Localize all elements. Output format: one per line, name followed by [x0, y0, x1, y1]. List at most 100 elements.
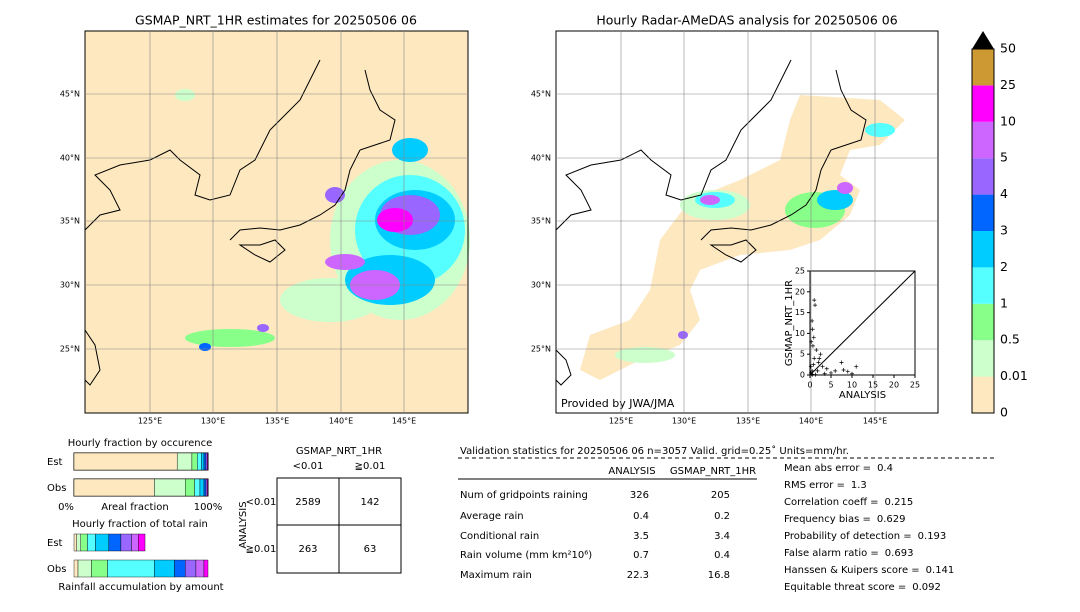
- stat-value: 0.4: [714, 550, 730, 561]
- fraction-segment: [120, 533, 132, 552]
- scatter-point: [811, 335, 816, 340]
- scatter-point: [815, 368, 820, 373]
- lon-label: 125°E: [609, 417, 633, 426]
- lat-label: 25°N: [531, 345, 551, 354]
- score-label: Correlation coeff =: [784, 497, 879, 508]
- score-label: False alarm ratio =: [784, 548, 879, 559]
- stat-label: Rain volume (mm km²10⁶): [460, 550, 592, 561]
- col-header: GSMAP_NRT_1HR: [670, 466, 756, 477]
- col-header: ANALYSIS: [608, 466, 655, 477]
- lon-label: 145°E: [392, 417, 416, 426]
- fraction-segment: [76, 533, 81, 552]
- colorbar-label: 25: [1000, 77, 1016, 92]
- x-axis-label: ANALYSIS: [839, 390, 886, 401]
- scatter-point: [850, 371, 854, 376]
- colorbar-swatch: [972, 49, 994, 86]
- fraction-segment: [191, 452, 198, 471]
- lon-label: 135°E: [265, 417, 289, 426]
- scatter-point: [824, 366, 829, 371]
- fraction-segment: [195, 559, 205, 578]
- colorbar-swatch: [972, 303, 994, 341]
- panel-title: Hourly fraction by occurence: [68, 438, 212, 449]
- scatter-point: [829, 370, 833, 375]
- stat-value: 0.7: [633, 550, 649, 561]
- lon-label: 140°E: [329, 417, 353, 426]
- fraction-segment: [185, 478, 195, 497]
- fraction-segment: [203, 452, 207, 471]
- credit: Provided by JWA/JMA: [561, 397, 675, 410]
- fraction-segment: [174, 559, 186, 578]
- fraction-segment: [80, 533, 88, 552]
- map-frame: [84, 30, 469, 414]
- table-title: GSMAP_NRT_1HR: [296, 446, 382, 457]
- lat-label: 25°N: [60, 345, 80, 354]
- fraction-segment: [199, 478, 205, 497]
- scatter-point: [810, 318, 815, 323]
- score-value: 0.092: [912, 582, 941, 593]
- scatter-point: [833, 368, 838, 373]
- stats-header: Validation statistics for 20250506 06 n=…: [460, 445, 849, 457]
- row-title: ANALYSIS: [238, 501, 249, 548]
- map-title: Hourly Radar-AMeDAS analysis for 2025050…: [596, 13, 897, 28]
- score: Equitable threat score = 0.092: [784, 582, 941, 593]
- score-label: Mean abs error =: [784, 463, 871, 474]
- lon-label: 125°E: [138, 417, 162, 426]
- score: False alarm ratio = 0.693: [784, 548, 913, 559]
- fraction-segment: [91, 559, 108, 578]
- stat-label: Conditional rain: [460, 531, 539, 542]
- fraction-segment: [207, 452, 209, 471]
- scatter-point: [822, 371, 827, 376]
- fraction-segment: [87, 533, 96, 552]
- axis-label: Rainfall accumulation by amount: [58, 582, 223, 593]
- scatter-point: [814, 348, 819, 353]
- colorbar-extend: [972, 31, 994, 49]
- panel-title: Hourly fraction of total rain: [72, 519, 208, 530]
- axis-label: Areal fraction: [101, 502, 168, 513]
- row-label: ≧0.01: [246, 544, 277, 555]
- score-value: 1.3: [851, 480, 867, 491]
- stat-value: 3.5: [633, 531, 649, 542]
- scatter-point: [818, 352, 823, 357]
- stat-value: 16.8: [708, 570, 730, 581]
- scatter-point: [808, 364, 813, 369]
- colorbar-swatch: [972, 85, 994, 122]
- stat-value: 3.4: [714, 531, 730, 542]
- score-value: 0.141: [926, 565, 955, 576]
- scatter-point: [810, 343, 815, 348]
- stat-value: 326: [630, 490, 649, 501]
- colorbar-label: 0: [1000, 405, 1008, 420]
- colorbar-swatch: [972, 267, 994, 304]
- fraction-segment: [154, 478, 186, 497]
- map-title: GSMAP_NRT_1HR estimates for 20250506 06: [135, 13, 417, 28]
- fraction-segment: [203, 559, 209, 578]
- colorbar-swatch: [972, 121, 994, 159]
- lat-label: 30°N: [531, 281, 551, 290]
- lat-label: 45°N: [531, 90, 551, 99]
- diagonal: [809, 270, 916, 376]
- scatter-point: [809, 339, 814, 344]
- colorbar-label: 1: [1000, 295, 1008, 310]
- fraction-segment: [185, 559, 197, 578]
- colorbar-frame: [971, 48, 995, 414]
- fraction-segment: [203, 478, 207, 497]
- score-value: 0.4: [877, 463, 893, 474]
- map-left: [84, 30, 470, 414]
- fraction-segment: [176, 452, 193, 471]
- y-tick-label: 5: [800, 350, 805, 359]
- score-label: Equitable threat score =: [784, 582, 906, 593]
- fraction-segment: [73, 452, 178, 471]
- scatter-point: [813, 303, 818, 308]
- x-tick-label: 10: [847, 381, 857, 390]
- scatter-point: [817, 356, 822, 361]
- fraction-segment: [73, 478, 155, 497]
- fraction-segment: [77, 559, 92, 578]
- scatter-point: [854, 364, 859, 369]
- x-tick-label: 5: [828, 381, 833, 390]
- table-cell: 263: [298, 544, 317, 555]
- fraction-segment: [108, 533, 122, 552]
- row-label: Obs: [47, 483, 66, 494]
- rain-field: [580, 95, 905, 380]
- y-tick-label: 20: [795, 287, 805, 296]
- lat-label: 35°N: [60, 217, 80, 226]
